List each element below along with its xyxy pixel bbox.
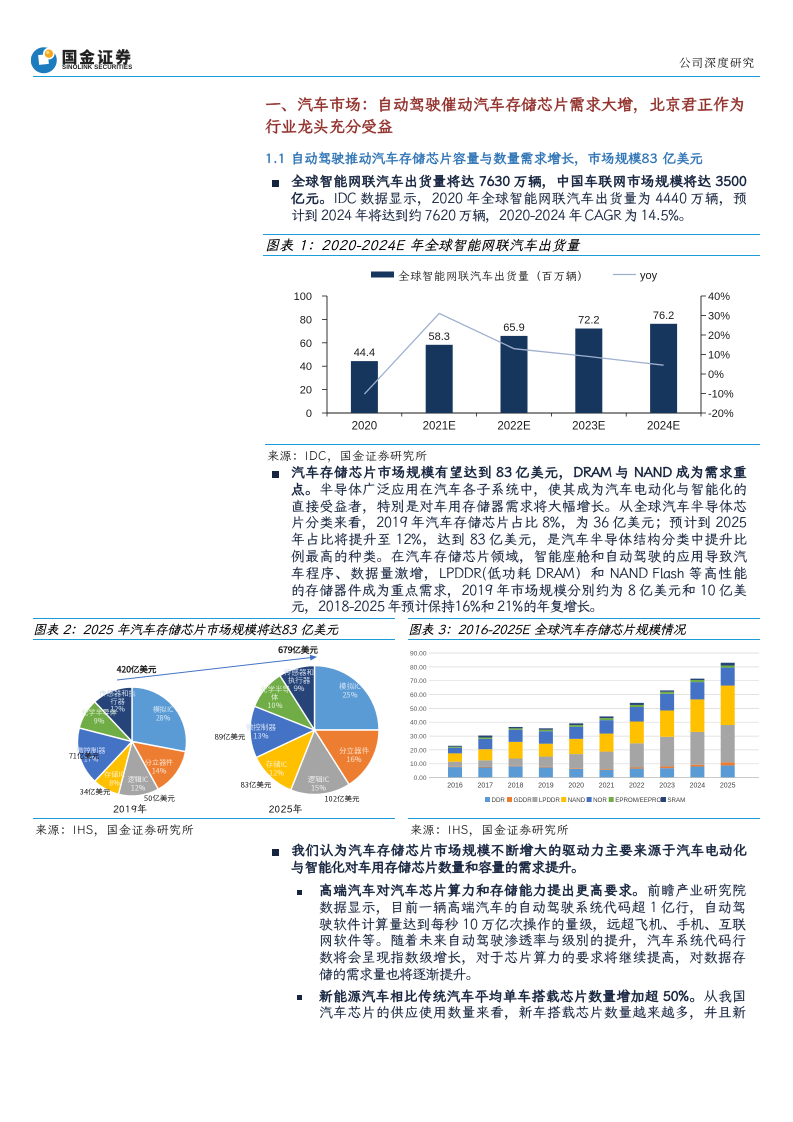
svg-text:2023E: 2023E — [572, 421, 606, 433]
svg-text:80.00: 80.00 — [410, 664, 427, 671]
svg-text:2021: 2021 — [599, 783, 615, 790]
svg-text:SRAM: SRAM — [667, 797, 685, 804]
svg-text:2021E: 2021E — [423, 421, 457, 433]
svg-text:679亿美元: 679亿美元 — [277, 644, 318, 656]
svg-text:83亿美元: 83亿美元 — [241, 780, 272, 791]
svg-text:58.3: 58.3 — [428, 331, 449, 343]
svg-text:20%: 20% — [708, 330, 730, 342]
svg-text:-10%: -10% — [708, 389, 734, 401]
svg-text:60.00: 60.00 — [410, 692, 427, 699]
svg-text:-20%: -20% — [708, 408, 734, 420]
svg-text:2020: 2020 — [352, 421, 378, 433]
svg-text:10%: 10% — [708, 350, 730, 362]
svg-text:2025: 2025 — [720, 783, 736, 790]
svg-text:72.2: 72.2 — [578, 315, 599, 327]
svg-text:全球智能网联汽车出货量（百万辆）: 全球智能网联汽车出货量（百万辆） — [398, 269, 589, 284]
svg-text:50亿美元: 50亿美元 — [144, 793, 175, 804]
svg-text:102亿美元: 102亿美元 — [325, 794, 360, 805]
svg-text:80: 80 — [300, 314, 312, 326]
svg-text:30.00: 30.00 — [410, 734, 427, 741]
svg-text:2020: 2020 — [568, 783, 584, 790]
svg-text:34亿美元: 34亿美元 — [80, 787, 111, 798]
svg-text:NAND: NAND — [568, 797, 586, 804]
svg-text:LPDDR: LPDDR — [539, 797, 561, 804]
svg-text:65.9: 65.9 — [503, 322, 524, 334]
svg-text:20: 20 — [300, 385, 312, 397]
svg-text:EPROM/EEPROM: EPROM/EEPROM — [615, 797, 666, 804]
svg-text:60: 60 — [300, 338, 312, 350]
svg-text:420亿美元: 420亿美元 — [117, 664, 157, 676]
svg-text:100: 100 — [294, 291, 312, 303]
svg-text:2016: 2016 — [447, 783, 463, 790]
svg-text:40.00: 40.00 — [410, 720, 427, 727]
svg-text:76.2: 76.2 — [653, 310, 674, 322]
svg-text:50.00: 50.00 — [410, 706, 427, 713]
svg-text:GDDR: GDDR — [514, 797, 533, 804]
svg-text:40%: 40% — [708, 291, 730, 303]
svg-text:NOR: NOR — [593, 797, 607, 804]
svg-text:2019年: 2019年 — [113, 803, 147, 816]
svg-text:2022: 2022 — [629, 783, 645, 790]
svg-text:71亿美元: 71亿美元 — [69, 751, 100, 762]
svg-text:90.00: 90.00 — [410, 650, 427, 657]
svg-text:30%: 30% — [708, 311, 730, 323]
svg-text:2024: 2024 — [690, 783, 706, 790]
svg-text:20.00: 20.00 — [410, 747, 427, 754]
svg-text:2024E: 2024E — [647, 421, 681, 433]
svg-text:DDR: DDR — [492, 797, 506, 804]
svg-text:yoy: yoy — [640, 270, 658, 282]
svg-text:2025年: 2025年 — [269, 803, 303, 816]
svg-text:89亿美元: 89亿美元 — [215, 732, 246, 743]
svg-text:2019: 2019 — [538, 783, 554, 790]
svg-text:70.00: 70.00 — [410, 678, 427, 685]
svg-text:2022E: 2022E — [497, 421, 531, 433]
svg-text:0: 0 — [306, 408, 312, 420]
svg-text:0.00: 0.00 — [414, 775, 427, 782]
svg-text:0%: 0% — [708, 369, 724, 381]
svg-text:40: 40 — [300, 361, 312, 373]
svg-text:44.4: 44.4 — [354, 347, 375, 359]
svg-text:2017: 2017 — [478, 783, 494, 790]
svg-text:2018: 2018 — [508, 783, 524, 790]
svg-text:2023: 2023 — [659, 783, 675, 790]
svg-text:10.00: 10.00 — [410, 761, 427, 768]
